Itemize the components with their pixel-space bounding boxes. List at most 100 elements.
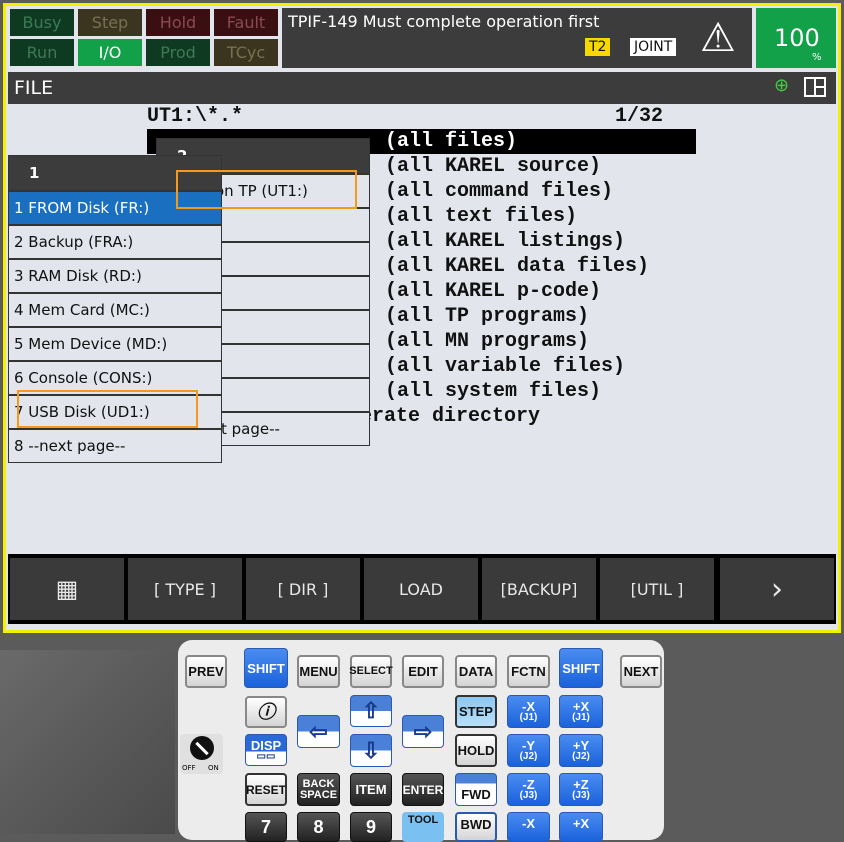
override-panel[interactable]: 100 % (756, 8, 836, 68)
fkey-type[interactable]: [ TYPE ] (128, 558, 242, 620)
file-item[interactable]: erate directory (360, 405, 541, 428)
plus-z-key[interactable]: +Z (J3) (559, 773, 603, 806)
status-prod: Prod (146, 39, 210, 66)
key-label: +X (572, 699, 590, 714)
split-screen-icon[interactable] (804, 77, 826, 97)
key-9[interactable]: 9 (350, 812, 392, 842)
menu-item[interactable] (157, 343, 369, 377)
tool-1-key[interactable]: TOOL (402, 812, 444, 842)
zoom-icon[interactable]: ⊕ (774, 75, 790, 96)
status-hold: Hold (146, 9, 210, 36)
switch-off-label: OFF (182, 764, 196, 772)
menu-item[interactable]: on TP (UT1:) (157, 173, 369, 207)
next-key[interactable]: NEXT (620, 655, 662, 688)
menu-key[interactable]: MENU (297, 655, 340, 688)
status-busy: Busy (10, 9, 74, 36)
status-io: I/O (78, 39, 142, 66)
highlight-box-usb-disk (17, 390, 198, 428)
fkey-load[interactable]: LOAD (364, 558, 478, 620)
minus-z-key[interactable]: -Z (J3) (507, 773, 550, 806)
warning-info-icon[interactable]: ⚠ (700, 15, 736, 61)
status-run: Run (10, 39, 74, 66)
file-item[interactable]: (all command files) (385, 180, 614, 203)
key-label: -Z (522, 777, 535, 792)
file-item[interactable]: (all MN programs) (385, 330, 590, 353)
key-sublabel: (J3) (572, 790, 590, 801)
file-item[interactable]: (all KAREL listings) (385, 230, 626, 253)
minus-x-key[interactable]: -X (J1) (507, 695, 550, 728)
left-arrow-key-icon[interactable]: ⇦ (297, 715, 340, 748)
device-menu-page-1: 1 1 FROM Disk (FR:) 2 Backup (FRA:) 3 RA… (8, 155, 222, 463)
edit-key[interactable]: EDIT (402, 655, 444, 688)
enable-switch[interactable]: OFF ON (180, 734, 223, 774)
file-item[interactable]: (all files) (385, 130, 518, 153)
menu-item[interactable] (157, 275, 369, 309)
fwd-key[interactable]: FWD (455, 773, 497, 806)
menu-item-ram-disk[interactable]: 3 RAM Disk (RD:) (9, 258, 221, 292)
key-label: -Y (522, 738, 535, 753)
menu-item-next-page[interactable]: 8 --next page-- (9, 428, 221, 462)
key-switch-knob-icon (190, 736, 214, 760)
screen-header: FILE ⊕ (8, 72, 836, 104)
file-item[interactable]: (all text files) (385, 205, 578, 228)
prev-key[interactable]: PREV (185, 655, 227, 688)
shift-key-left[interactable]: SHIFT (244, 648, 288, 688)
menu-item-usb-disk[interactable]: 7 USB Disk (UD1:) (9, 394, 221, 428)
file-item[interactable]: (all TP programs) (385, 305, 590, 328)
page-indicator: 1/32 (615, 105, 664, 128)
status-fault: Fault (214, 9, 278, 36)
file-item[interactable]: (all system files) (385, 380, 602, 403)
menu-item-backup[interactable]: 2 Backup (FRA:) (9, 224, 221, 258)
info-key-icon[interactable]: ⓘ (245, 696, 287, 728)
alarm-message: TPIF-149 Must complete operation first (288, 12, 600, 31)
up-arrow-key-icon[interactable]: ⇧ (350, 695, 392, 727)
item-key[interactable]: ITEM (350, 773, 392, 806)
fkey-dir[interactable]: [ DIR ] (246, 558, 360, 620)
menu-grid-icon[interactable]: ▦ (10, 558, 124, 620)
key-label: -X (522, 699, 535, 714)
menu-item[interactable] (157, 309, 369, 343)
menu-item-mem-card[interactable]: 4 Mem Card (MC:) (9, 292, 221, 326)
fctn-key[interactable]: FCTN (507, 655, 550, 688)
data-key[interactable]: DATA (455, 655, 497, 688)
menu-item[interactable] (157, 377, 369, 411)
file-item[interactable]: (all KAREL p-code) (385, 280, 602, 303)
minus-rx-key[interactable]: -X (507, 812, 550, 842)
file-item[interactable]: (all KAREL source) (385, 155, 602, 178)
plus-x-key[interactable]: +X (J1) (559, 695, 603, 728)
plus-y-key[interactable]: +Y (J2) (559, 734, 603, 767)
menu-item[interactable]: t page-- (157, 411, 369, 445)
menu-item[interactable] (157, 241, 369, 275)
menu-item-console[interactable]: 6 Console (CONS:) (9, 360, 221, 394)
step-key[interactable]: STEP (455, 695, 497, 728)
next-page-chevron-icon[interactable]: › (720, 558, 834, 620)
file-item[interactable]: (all variable files) (385, 355, 626, 378)
key-7[interactable]: 7 (245, 812, 287, 842)
right-arrow-key-icon[interactable]: ⇨ (402, 715, 444, 748)
key-label: +Z (573, 777, 589, 792)
disp-key[interactable]: DISP ▭▭ (245, 734, 287, 766)
hold-key[interactable]: HOLD (455, 734, 497, 767)
file-item[interactable]: (all KAREL data files) (385, 255, 650, 278)
select-key[interactable]: SELECT (349, 655, 393, 688)
key-8[interactable]: 8 (297, 812, 340, 842)
reset-key[interactable]: RESET (245, 773, 287, 806)
menu-header: 1 (9, 156, 221, 190)
down-arrow-key-icon[interactable]: ⇩ (350, 734, 392, 767)
key-sublabel: (J2) (519, 751, 538, 762)
fkey-backup[interactable]: [BACKUP] (482, 558, 596, 620)
path: UT1:\*.* (147, 105, 244, 128)
backspace-key[interactable]: BACK SPACE (297, 773, 340, 806)
key-label: BACK (302, 777, 335, 790)
key-label: DISP (250, 737, 282, 753)
fkey-util[interactable]: [UTIL ] (600, 558, 714, 620)
bwd-key[interactable]: BWD (455, 812, 497, 842)
shift-key-right[interactable]: SHIFT (559, 648, 603, 688)
menu-item-mem-device[interactable]: 5 Mem Device (MD:) (9, 326, 221, 360)
alarm-message-panel: TPIF-149 Must complete operation first T… (282, 8, 752, 68)
enter-key[interactable]: ENTER (402, 773, 444, 806)
status-step: Step (78, 9, 142, 36)
minus-y-key[interactable]: -Y (J2) (507, 734, 550, 767)
plus-rx-key[interactable]: +X (559, 812, 603, 842)
key-sublabel: (J3) (519, 790, 538, 801)
